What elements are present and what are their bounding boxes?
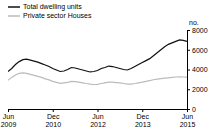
y-tick: 6000 [187, 46, 208, 53]
lines [8, 40, 187, 85]
y-tick: 4000 [187, 66, 208, 73]
legend-label: Total dwelling units [23, 3, 82, 11]
legend-item: Private sector Houses [8, 12, 92, 19]
x-tick-label-line: 2015 [180, 121, 196, 128]
legend-label: Private sector Houses [23, 12, 92, 19]
y-tick-label: 2000 [192, 86, 208, 93]
x-tick-label-line: Jun [3, 113, 14, 120]
x-tick-label: Jun2012 [90, 113, 106, 128]
x-tick: Jun2012 [90, 109, 106, 128]
x-tick-mark [8, 109, 9, 112]
y-tick-mark [187, 70, 190, 71]
legend: Total dwelling unitsPrivate sector House… [8, 3, 92, 19]
x-tick-mark [53, 109, 54, 112]
x-tick-label-line: Jun [182, 113, 193, 120]
x-tick-label-line: 2009 [1, 121, 17, 128]
legend-swatch [8, 6, 20, 8]
x-tick-label: Jun2015 [180, 113, 196, 128]
y-tick: 0 [187, 106, 196, 113]
x-tick-label-line: Jun [92, 113, 103, 120]
x-axis-line [9, 110, 188, 113]
x-tick-label-line: 2013 [135, 121, 151, 128]
x-tick: Dec2010 [45, 109, 61, 128]
legend-item: Total dwelling units [8, 3, 82, 11]
y-tick: 2000 [187, 86, 208, 93]
y-tick-mark [187, 109, 190, 110]
line [8, 73, 187, 85]
x-axis: Jun2009Dec2010Jun2012Dec2013Jun2015 [1, 109, 196, 128]
y-tick-label: 4000 [192, 66, 208, 73]
y-tick-label: 0 [192, 106, 196, 113]
y-tick-label: 8000 [192, 27, 208, 34]
y-axis-line [188, 31, 191, 110]
x-tick-label: Jun2009 [1, 113, 17, 128]
x-tick-label-line: Dec [47, 113, 60, 120]
y-tick-mark [187, 30, 190, 31]
y-axis: 0 2000 4000 6000 8000 [187, 27, 208, 113]
y-label: no. [189, 19, 199, 26]
x-tick-label-line: 2012 [90, 121, 106, 128]
y-tick-label: 6000 [192, 46, 208, 53]
x-tick: Jun2009 [1, 109, 17, 128]
x-tick: Dec2013 [135, 109, 151, 128]
legend-swatch [8, 15, 20, 17]
x-tick-label-line: 2010 [45, 121, 61, 128]
x-tick-label: Dec2010 [45, 113, 61, 128]
chart: Jun2009Dec2010Jun2012Dec2013Jun201502000… [0, 0, 215, 132]
y-tick: 8000 [187, 27, 208, 34]
y-tick-mark [187, 50, 190, 51]
line [8, 40, 187, 72]
x-tick-label: Dec2013 [135, 113, 151, 128]
x-tick-mark [142, 109, 143, 112]
x-tick-mark [98, 109, 99, 112]
y-tick-mark [187, 89, 190, 90]
x-tick-label-line: Dec [137, 113, 150, 120]
